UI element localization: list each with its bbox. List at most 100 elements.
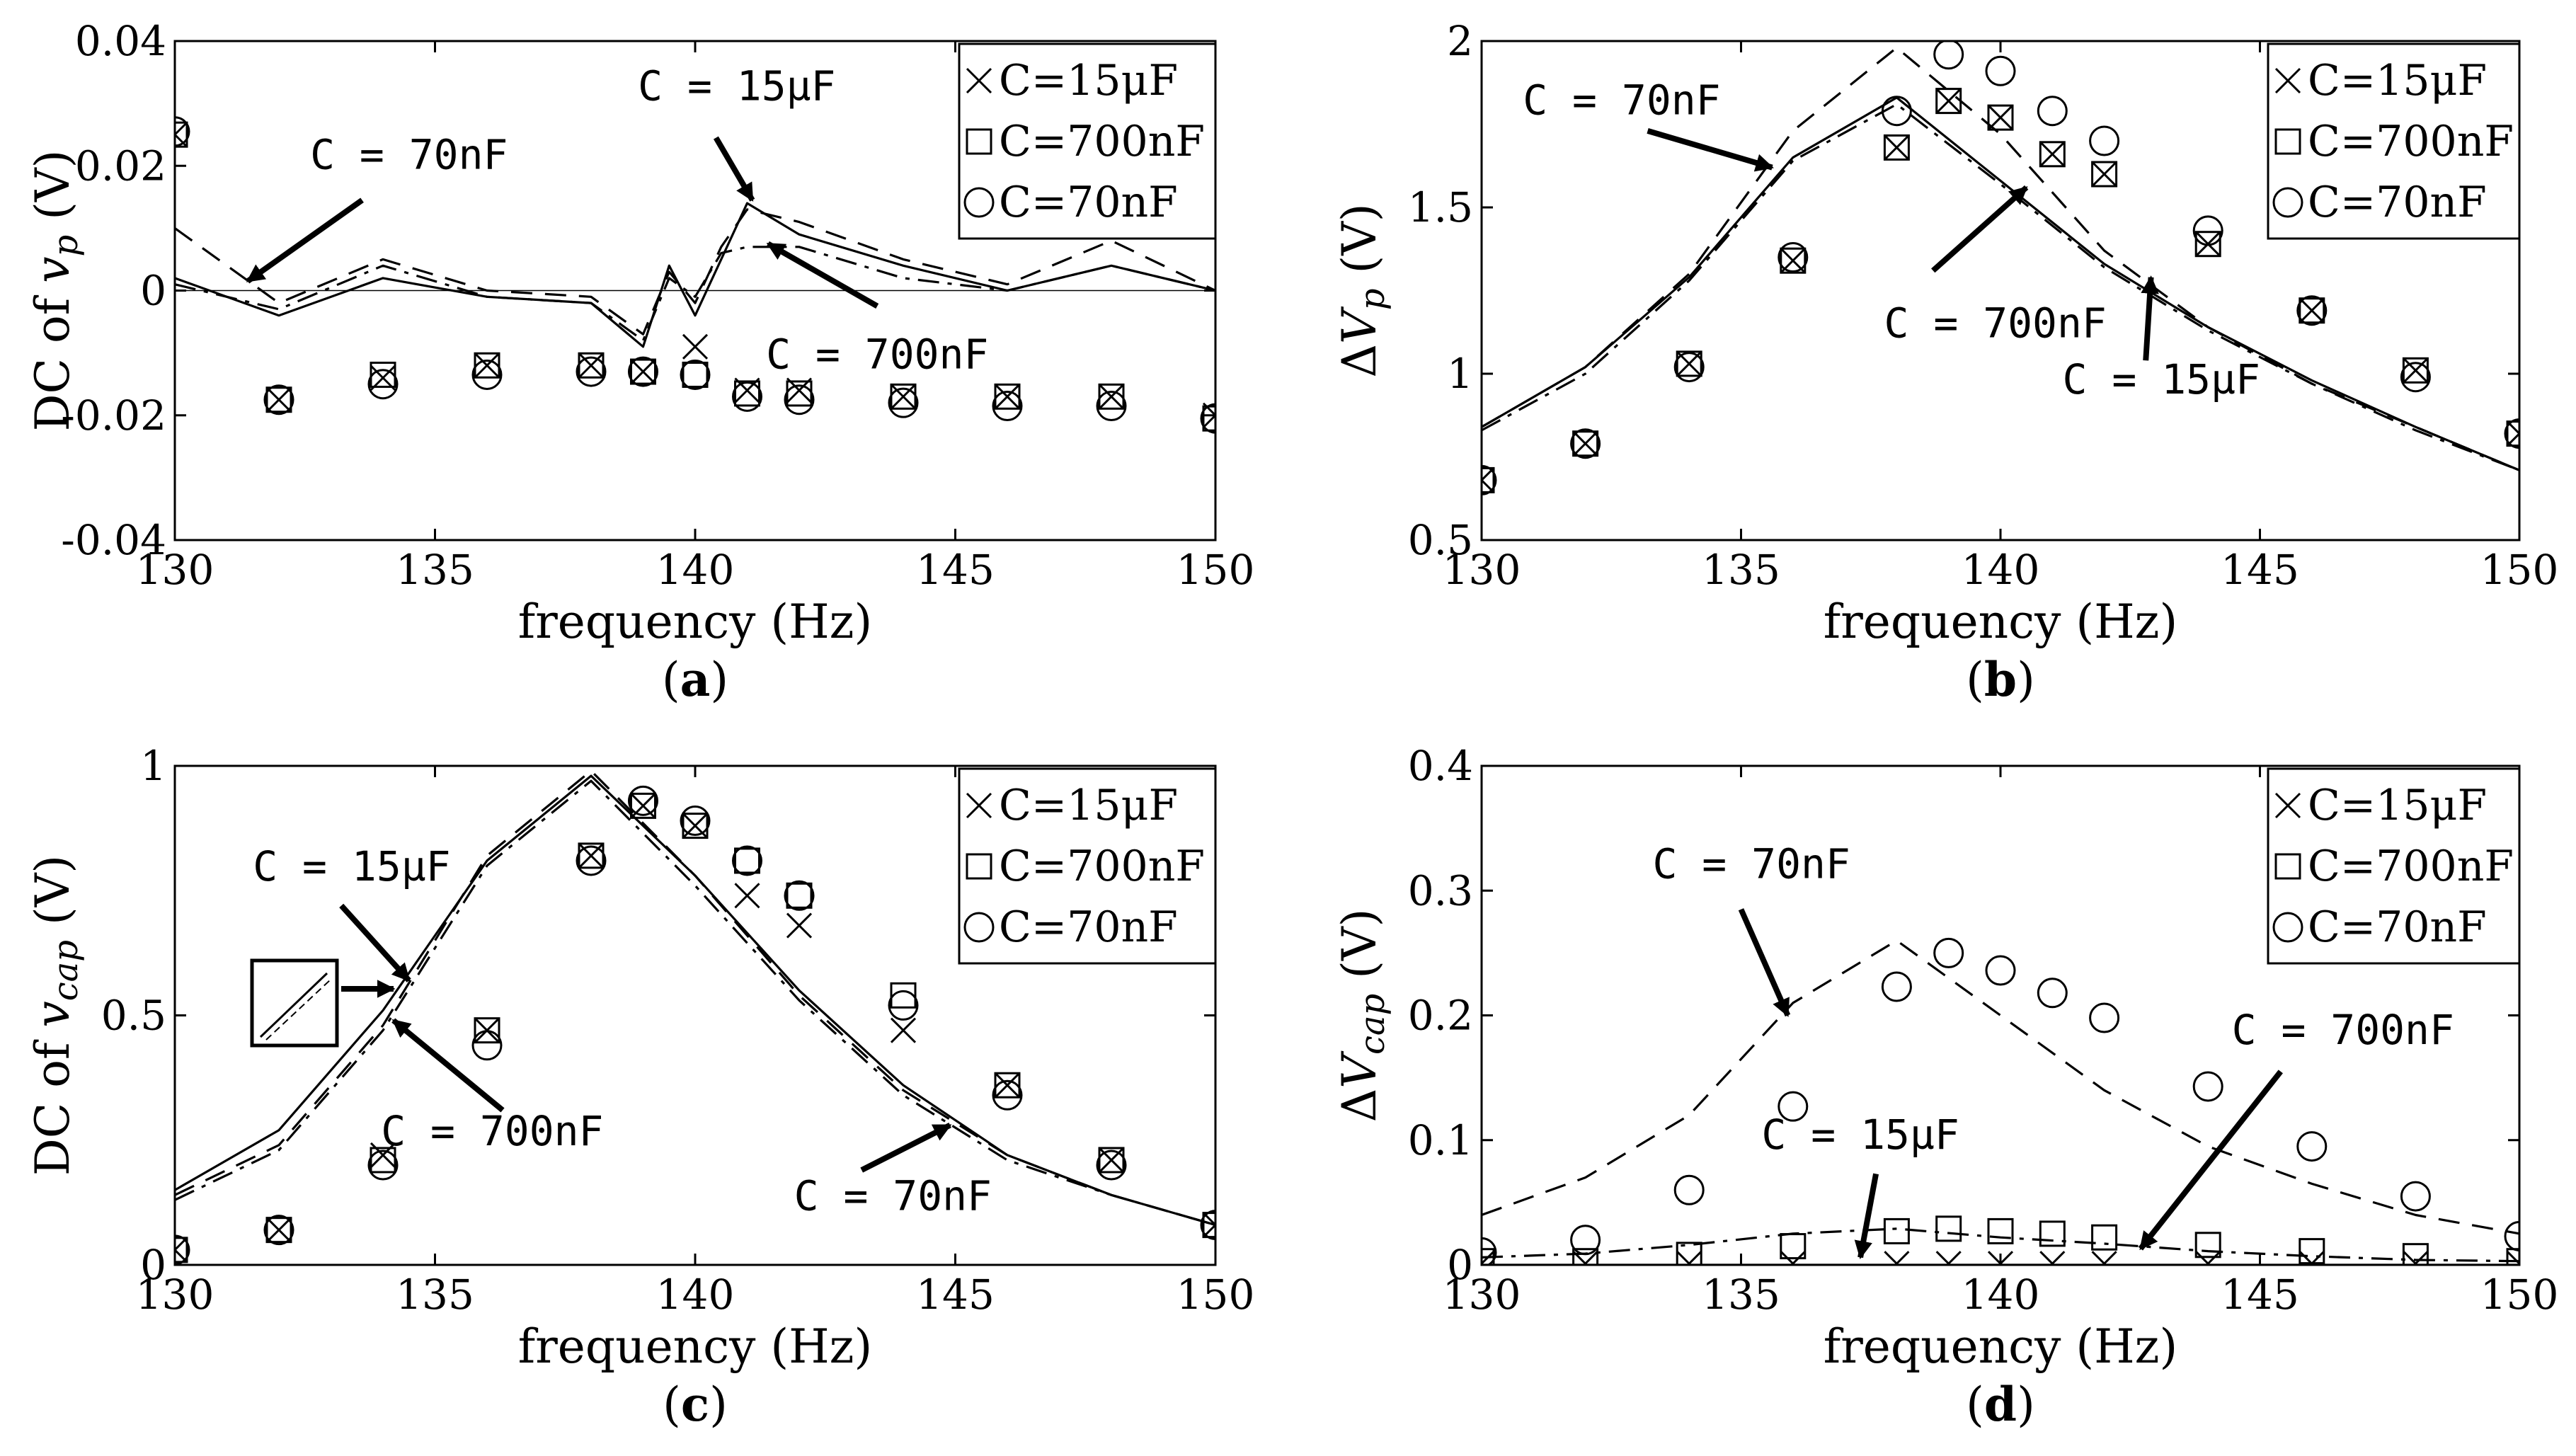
data-point-c-700nf (1987, 1217, 2014, 1244)
x-tick-label: 135 (396, 546, 474, 594)
legend: C=15μF C=700nF C=70nF (958, 42, 1217, 240)
x-tick-label: 150 (2480, 546, 2559, 594)
data-point-c-700nf (994, 1072, 1021, 1099)
y-tick-label: 0.5 (101, 992, 166, 1040)
data-point-c-70nf (1482, 464, 1497, 495)
data-point-c-70nf (2037, 96, 2068, 127)
data-point-c-70nf (2089, 1002, 2120, 1033)
legend-entry: C=700nF (999, 842, 1205, 891)
data-point-c-70nf (471, 1030, 503, 1061)
annotation-arrow (246, 197, 364, 284)
legend-entry: C=700nF (2308, 117, 2514, 166)
data-point-c-700nf (1935, 88, 1962, 115)
annotation-label: C = 15μF (2063, 355, 2260, 403)
data-point-c-15-f (1987, 1251, 2014, 1265)
data-point-c-700nf (682, 813, 709, 839)
series-line-c-700nf (1482, 103, 2519, 471)
data-point-c-15-f (175, 1237, 188, 1263)
y-tick-label: 0 (1447, 1241, 1473, 1289)
y-tick-label: 1.5 (1408, 183, 1473, 231)
data-point-c-15-f (2091, 161, 2117, 188)
data-point-c-70nf (888, 387, 919, 418)
data-point-c-70nf (2037, 978, 2068, 1009)
x-axis-label: frequency (Hz) (1824, 595, 2177, 649)
data-point-c-15-f (265, 1217, 292, 1243)
legend-entry: C=700nF (2308, 842, 2514, 891)
data-point-c-700nf (2039, 1220, 2066, 1247)
legend-marker-c-70nf (2272, 187, 2303, 218)
legend-marker-c-70nf (963, 912, 995, 943)
legend-marker-c-15-f (2274, 67, 2301, 94)
data-point-c-700nf (1780, 247, 1807, 274)
annotation-arrow (860, 1123, 952, 1173)
data-point-c-700nf (1572, 430, 1599, 457)
annotation-label: C = 700nF (381, 1107, 603, 1155)
data-point-c-15-f (2403, 1251, 2429, 1265)
annotation-label: C = 700nF (1884, 299, 2107, 347)
y-tick-label: 0.4 (1408, 742, 1473, 790)
zoom-inset-line (265, 978, 332, 1041)
annotation-arrow (339, 903, 411, 982)
x-tick-label: 130 (136, 1271, 214, 1319)
data-point-c-70nf (367, 1150, 399, 1181)
data-point-c-15-f (890, 1017, 917, 1043)
data-point-c-700nf (1482, 466, 1495, 493)
data-point-c-700nf (630, 792, 656, 819)
series-line-c-70nf (1482, 939, 2519, 1235)
data-point-c-700nf (175, 121, 188, 148)
panel-label-bracket: ) (710, 653, 728, 707)
data-point-c-15-f (1884, 1251, 1910, 1265)
legend-marker-c-700nf (2274, 128, 2301, 155)
annotation-arrow (1854, 1173, 1879, 1259)
data-point-c-70nf (784, 880, 815, 911)
data-point-c-70nf (2089, 125, 2120, 156)
data-point-c-70nf (1933, 937, 1964, 968)
panel-label-bracket: ( (1966, 1377, 1984, 1432)
legend-entry: C=15μF (2308, 781, 2487, 830)
data-point-c-70nf (1200, 1210, 1215, 1241)
data-point-c-15-f (1676, 1251, 1702, 1265)
annotation-arrow (1931, 185, 2029, 273)
data-point-c-15-f (1098, 384, 1125, 410)
data-point-c-70nf (680, 359, 711, 390)
legend-marker-c-700nf (966, 128, 992, 155)
legend-marker-c-700nf (2274, 853, 2301, 880)
data-point-c-700nf (578, 842, 605, 869)
data-point-c-700nf (2402, 1243, 2429, 1265)
data-point-c-700nf (734, 847, 760, 874)
series-line-c-15-f (1482, 96, 2519, 471)
annotation-label: C = 15μF (253, 842, 450, 890)
data-point-c-15-f (1987, 105, 2014, 131)
annotation-label: C = 70nF (1652, 840, 1850, 888)
data-point-c-70nf (1570, 428, 1601, 459)
x-tick-label: 145 (916, 546, 995, 594)
x-tick-label: 140 (1962, 1271, 2040, 1319)
data-point-c-15-f (1572, 430, 1598, 457)
y-axis-label: ΔVcap (V) (1332, 909, 1392, 1123)
data-point-c-70nf (784, 384, 815, 415)
data-point-c-15-f (2039, 141, 2066, 167)
data-point-c-700nf (265, 1217, 292, 1244)
y-axis-label-part: DC of (25, 283, 80, 432)
data-point-c-15-f (265, 386, 292, 413)
data-point-c-700nf (175, 1237, 188, 1263)
data-point-c-70nf (732, 381, 762, 412)
x-tick-label: 145 (916, 1271, 995, 1319)
data-point-c-15-f (734, 883, 760, 909)
data-point-c-15-f (1202, 1212, 1215, 1238)
y-axis-label-part: Δ (1332, 344, 1387, 378)
y-tick-label: 1 (140, 742, 166, 790)
annotation-label: C = 70nF (794, 1171, 992, 1220)
data-point-c-15-f (786, 912, 813, 939)
panel-label: (d) (1966, 1377, 2035, 1432)
data-point-c-70nf (263, 1215, 294, 1246)
y-axis-label-part: Δ (1332, 1089, 1387, 1123)
annotation-label: C = 70nF (310, 131, 508, 179)
data-point-c-15-f (2506, 420, 2519, 447)
series-line-c-700nf (175, 779, 1215, 1227)
annotation-label: C = 15μF (638, 62, 835, 110)
data-point-c-700nf (890, 982, 917, 1009)
data-point-c-700nf (370, 361, 396, 388)
legend: C=15μF C=700nF C=70nF (2267, 42, 2521, 240)
data-point-c-15-f (2039, 1251, 2066, 1265)
